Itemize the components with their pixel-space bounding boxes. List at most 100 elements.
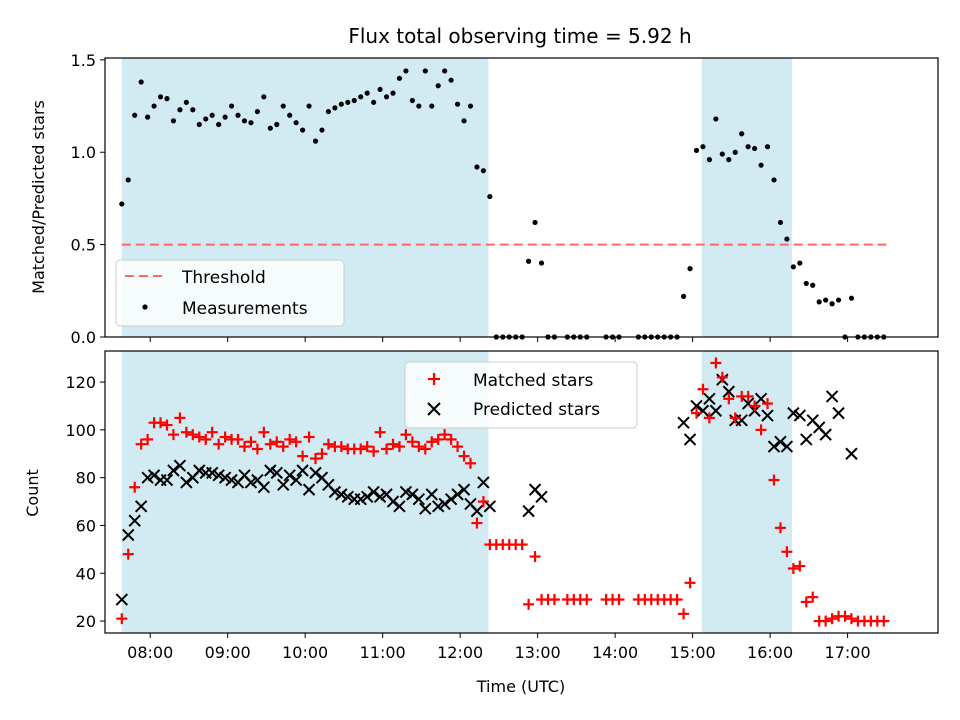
matched-star-marker [523, 598, 535, 610]
predicted-star-marker [270, 466, 283, 480]
bottom-legend-box [404, 361, 638, 429]
predicted-star-marker [373, 490, 387, 503]
matched-star-marker [729, 412, 741, 424]
y-tick-label: 0.0 [71, 328, 96, 347]
measurement-point [332, 105, 338, 111]
y-tick-label: 40 [76, 564, 96, 583]
measurement-point [228, 103, 235, 109]
x-tick-label: 15:00 [670, 643, 716, 662]
matched-star-marker [445, 433, 457, 445]
predicted-star-marker [845, 447, 858, 460]
predicted-star-marker [180, 476, 193, 489]
matched-star-marker [322, 438, 334, 450]
predicted-star-marker [134, 500, 148, 513]
predicted-star-marker [335, 488, 348, 501]
x-tick-label: 08:00 [127, 643, 173, 662]
matched-star-marker [471, 517, 483, 529]
measurement-point [442, 68, 448, 74]
x-axis-label: Time (UTC) [476, 677, 565, 696]
predicted-star-marker [406, 488, 419, 501]
predicted-star-marker [819, 428, 832, 441]
matched-star-marker [393, 441, 405, 453]
matched-star-marker [406, 436, 418, 448]
matched-star-marker [794, 560, 806, 572]
measurement-point [823, 297, 829, 303]
matched-star-marker [690, 407, 702, 419]
matched-star-marker [297, 450, 309, 462]
predicted-star-marker [522, 504, 535, 518]
y-tick-label: 80 [76, 469, 96, 488]
measurement-point [771, 177, 777, 183]
matched-star-marker [516, 539, 528, 551]
shaded-interval-1 [701, 58, 793, 337]
measurement-point [448, 77, 454, 83]
measurement-point [719, 151, 725, 157]
matched-star-marker [671, 594, 683, 606]
predicted-star-marker [722, 385, 735, 398]
measurement-point [371, 99, 377, 105]
legend-threshold-label: Threshold [181, 268, 266, 288]
measurement-point [784, 236, 790, 242]
predicted-star-marker [128, 514, 141, 527]
predicted-star-marker [360, 490, 374, 503]
matched-star-marker [839, 610, 851, 622]
measurement-point [132, 112, 138, 118]
matched-star-marker [768, 474, 780, 486]
predicted-star-marker [167, 464, 180, 477]
predicted-star-marker [825, 390, 839, 403]
legend-matched-label: Matched stars [473, 371, 593, 391]
matched-star-marker [710, 357, 722, 369]
predicted-star-marker [212, 469, 225, 482]
matched-star-marker [723, 393, 735, 405]
measurement-point [732, 149, 738, 155]
matched-star-marker [845, 613, 857, 625]
predicted-star-marker [160, 473, 174, 487]
predicted-star-marker [257, 481, 271, 494]
matched-star-marker [219, 431, 231, 443]
measurement-point [810, 282, 816, 288]
measurement-point [480, 168, 487, 174]
measurement-point [235, 112, 241, 118]
legend-predicted-label: Predicted stars [473, 400, 600, 420]
matched-star-marker [381, 443, 393, 455]
matched-star-marker [180, 426, 192, 438]
measurement-point [261, 94, 267, 100]
measurement-point [752, 145, 758, 152]
top-axes-frame [104, 57, 939, 338]
measurement-point [157, 94, 164, 100]
matched-star-marker [200, 433, 212, 445]
matched-star-marker [116, 613, 128, 625]
y-tick-label: 0.5 [71, 236, 96, 255]
predicted-star-marker [283, 469, 296, 482]
measurement-point [803, 280, 809, 287]
x-tick-label: 17:00 [825, 643, 871, 662]
predicted-star-marker [444, 492, 458, 506]
predicted-star-marker [173, 459, 187, 472]
matched-star-marker [258, 426, 270, 438]
y-tick-label: 100 [65, 421, 96, 440]
y-tick-label: 120 [65, 373, 96, 392]
predicted-star-marker [205, 466, 219, 480]
predicted-star-marker [477, 476, 490, 489]
measurement-point [138, 79, 144, 85]
matched-star-marker [232, 433, 244, 445]
measurement-point [726, 157, 732, 163]
top-x-axis [149, 337, 849, 342]
predicted-star-marker [115, 593, 128, 606]
matched-star-marker [290, 436, 302, 448]
legend-measurements-swatch [142, 304, 148, 310]
y-tick-label: 20 [76, 612, 96, 631]
y-tick-label: 1.0 [71, 143, 96, 162]
top-y-axis: 0.0 0.5 1.0 1.5 [71, 51, 105, 347]
predicted-star-marker [289, 473, 303, 487]
matched-star-marker [787, 562, 799, 574]
chart-title: Flux total observing time = 5.92 h [348, 24, 691, 48]
measurement-point [177, 107, 183, 113]
predicted-star-marker [225, 473, 238, 487]
matched-star-marker [271, 436, 283, 448]
measurement-point [474, 164, 480, 170]
y-tick-label: 1.5 [71, 51, 96, 70]
measurement-point [325, 108, 332, 115]
top-panel: Flux total observing time = 5.92 h 0.00.… [29, 24, 939, 347]
